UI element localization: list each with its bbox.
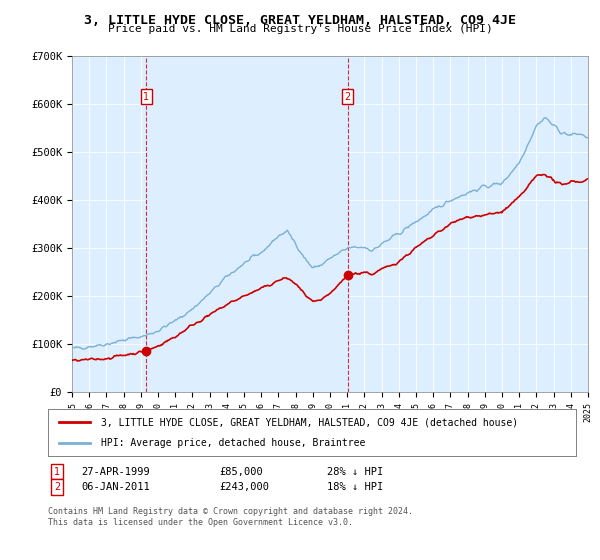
Text: 2: 2 (54, 482, 60, 492)
Text: 27-APR-1999: 27-APR-1999 (81, 466, 150, 477)
Text: 3, LITTLE HYDE CLOSE, GREAT YELDHAM, HALSTEAD, CO9 4JE (detached house): 3, LITTLE HYDE CLOSE, GREAT YELDHAM, HAL… (101, 417, 518, 427)
Text: 18% ↓ HPI: 18% ↓ HPI (327, 482, 383, 492)
Text: 3, LITTLE HYDE CLOSE, GREAT YELDHAM, HALSTEAD, CO9 4JE: 3, LITTLE HYDE CLOSE, GREAT YELDHAM, HAL… (84, 14, 516, 27)
Text: 1: 1 (54, 466, 60, 477)
Text: 2: 2 (344, 92, 350, 102)
Text: £243,000: £243,000 (219, 482, 269, 492)
Text: £85,000: £85,000 (219, 466, 263, 477)
Text: 1: 1 (143, 92, 149, 102)
Text: 28% ↓ HPI: 28% ↓ HPI (327, 466, 383, 477)
Text: Price paid vs. HM Land Registry's House Price Index (HPI): Price paid vs. HM Land Registry's House … (107, 24, 493, 34)
Text: HPI: Average price, detached house, Braintree: HPI: Average price, detached house, Brai… (101, 438, 365, 448)
Text: Contains HM Land Registry data © Crown copyright and database right 2024.: Contains HM Land Registry data © Crown c… (48, 507, 413, 516)
Bar (146, 56, 347, 392)
Text: 06-JAN-2011: 06-JAN-2011 (81, 482, 150, 492)
Text: This data is licensed under the Open Government Licence v3.0.: This data is licensed under the Open Gov… (48, 518, 353, 527)
